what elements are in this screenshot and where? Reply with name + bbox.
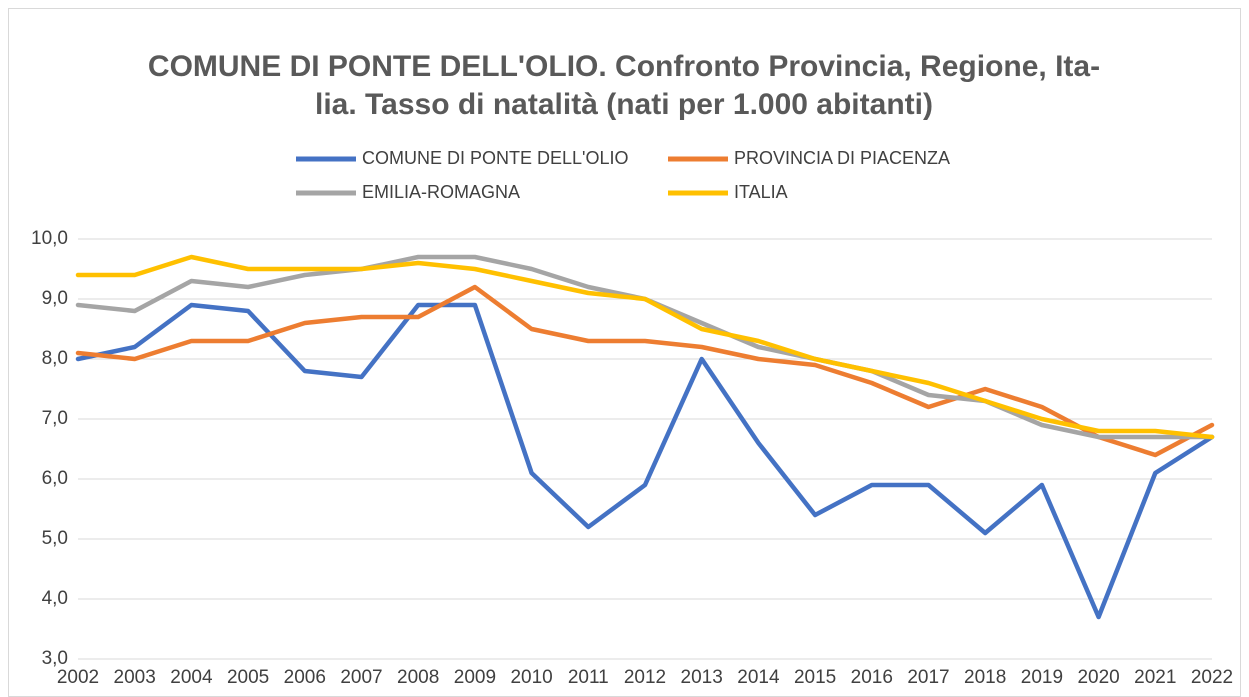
x-tick-label: 2011	[568, 667, 609, 688]
x-tick-label: 2005	[227, 667, 269, 688]
series-line	[75, 254, 1215, 440]
y-tick-label: 5,0	[42, 528, 68, 549]
x-tick-label: 2013	[681, 667, 723, 688]
x-tick-label: 2014	[737, 667, 780, 688]
legend-label: PROVINCIA DI PIACENZA	[734, 148, 950, 168]
chart-frame	[8, 8, 1241, 697]
x-tick-label: 2002	[57, 667, 99, 688]
y-tick-label: 4,0	[42, 588, 68, 609]
chart-title: lia. Tasso di natalità (nati per 1.000 a…	[315, 88, 933, 121]
x-tick-label: 2010	[510, 667, 552, 688]
x-tick-label: 2015	[794, 667, 836, 688]
y-tick-label: 9,0	[42, 288, 68, 309]
y-tick-label: 8,0	[42, 348, 68, 369]
series-line	[75, 302, 1215, 620]
x-tick-label: 2021	[1134, 667, 1176, 688]
x-tick-label: 2016	[851, 667, 893, 688]
y-tick-label: 10,0	[31, 228, 68, 249]
x-tick-label: 2019	[1021, 667, 1063, 688]
x-tick-label: 2018	[964, 667, 1006, 688]
legend-label: COMUNE DI PONTE DELL'OLIO	[362, 148, 628, 168]
y-tick-label: 7,0	[42, 408, 68, 429]
y-tick-label: 6,0	[42, 468, 68, 489]
chart-title: COMUNE DI PONTE DELL'OLIO. Confronto Pro…	[148, 50, 1100, 83]
y-tick-label: 3,0	[42, 648, 68, 669]
x-tick-label: 2009	[454, 667, 496, 688]
x-tick-label: 2012	[624, 667, 666, 688]
series-line	[75, 284, 1215, 458]
x-tick-label: 2007	[340, 667, 382, 688]
x-tick-label: 2006	[284, 667, 326, 688]
x-tick-label: 2022	[1191, 667, 1233, 688]
x-tick-label: 2017	[907, 667, 949, 688]
legend-label: ITALIA	[734, 182, 788, 202]
x-tick-label: 2003	[114, 667, 156, 688]
legend-label: EMILIA-ROMAGNA	[362, 182, 520, 202]
x-tick-label: 2008	[397, 667, 439, 688]
x-tick-label: 2004	[170, 667, 213, 688]
x-tick-label: 2020	[1077, 667, 1119, 688]
